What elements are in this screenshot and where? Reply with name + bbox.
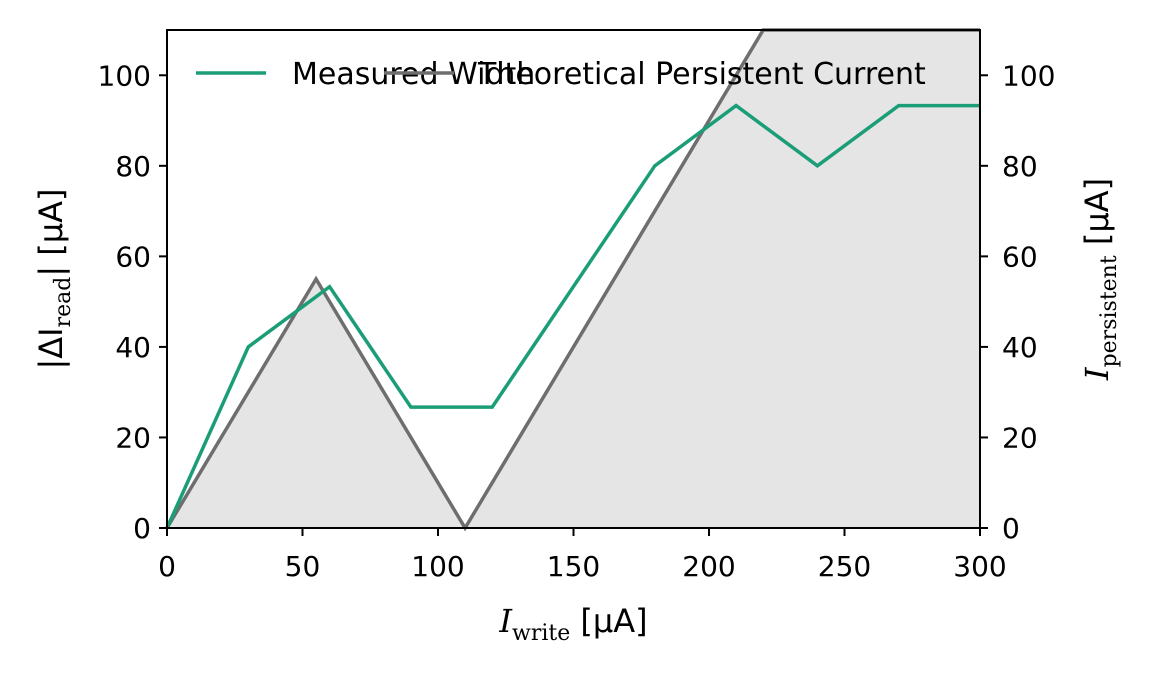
x-tick-label: 50 [285,550,321,583]
x-axis-label: Iwrite [μA] [498,602,647,646]
y-axis-left-label: |ΔIread| [μA] [32,188,76,369]
y-axis-right-label: Ipersistent [μA] [1078,178,1122,381]
series-line-measured-width [165,103,980,529]
x-tick-label: 150 [547,550,600,583]
y-left-tick-label: 100 [98,59,151,92]
y-right-tick-label: 40 [1002,331,1038,364]
y-right-tick-label: 20 [1002,421,1038,454]
y-left-tick-label: 40 [115,331,151,364]
x-tick-label: 250 [818,550,871,583]
y-right-tick-label: 100 [1002,59,1055,92]
x-tick-label: 200 [682,550,735,583]
y-left-tick-label: 80 [115,150,151,183]
y-right-tick-label: 0 [1002,512,1020,545]
legend-label-theoretical: Theoretical Persistent Current [477,57,926,92]
x-tick-label: 300 [953,550,1006,583]
y-left-tick-label: 0 [133,512,151,545]
legend: Measured Width Theoretical Persistent Cu… [196,57,926,92]
y-right-tick-label: 80 [1002,150,1038,183]
x-tick-label: 0 [158,550,176,583]
theoretical-area-fill [167,30,980,528]
theoretical-fill-layer [167,30,980,528]
y-right-tick-label: 60 [1002,240,1038,273]
y-left-tick-label: 20 [115,421,151,454]
y-left-tick-label: 60 [115,240,151,273]
x-tick-label: 100 [411,550,464,583]
